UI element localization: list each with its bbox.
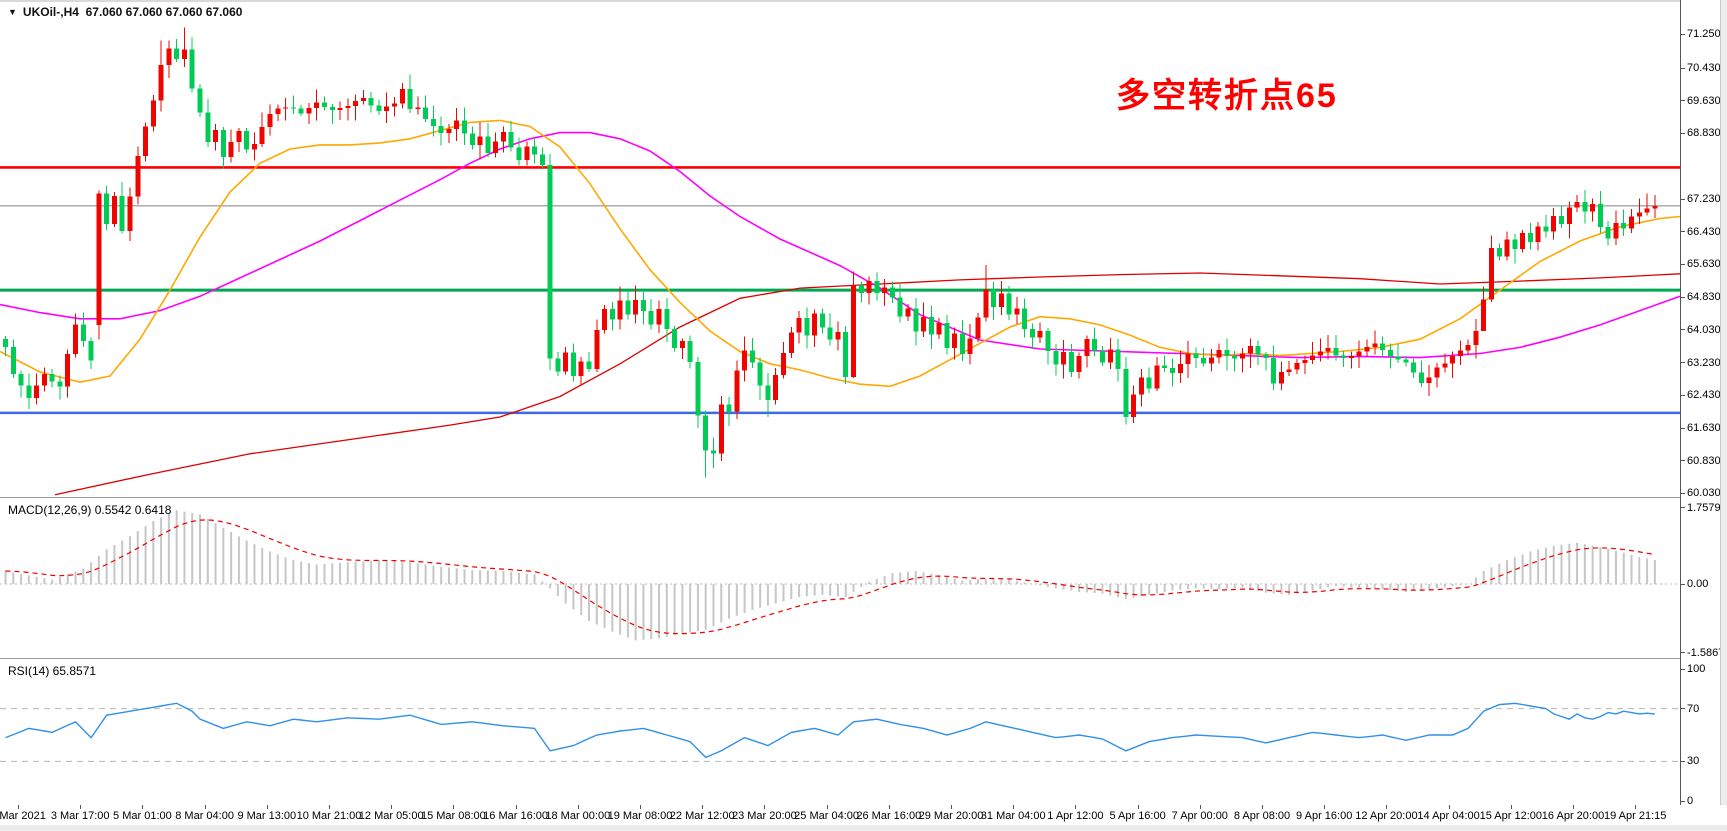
- time-tick: [391, 805, 393, 809]
- time-tick: [1573, 805, 1574, 809]
- panel-separator-macd[interactable]: [0, 497, 1727, 500]
- time-axis-label: 5 Apr 16:00: [1109, 810, 1166, 822]
- main-price-chart[interactable]: [0, 0, 1680, 497]
- price-tick-label: 61.630: [1681, 422, 1721, 434]
- time-axis-label: 16 Apr 20:00: [1541, 810, 1605, 822]
- time-axis-label: 7 Apr 00:00: [1171, 810, 1228, 822]
- window-bottom-strip: [0, 825, 1727, 831]
- time-tick: [1137, 805, 1139, 809]
- time-tick: [1635, 805, 1637, 809]
- macd-axis-label: 1.7579: [1681, 502, 1721, 514]
- axis-border-line: [1680, 0, 1681, 805]
- time-axis-label: 19 Apr 21:15: [1603, 810, 1667, 822]
- price-axis[interactable]: 71.250 70.430 69.630 68.830 67.230 66.430 65.6…: [1680, 0, 1727, 807]
- time-tick: [1448, 805, 1450, 809]
- time-axis-label: 25 Mar 04:00: [794, 810, 860, 822]
- time-axis-label: 9 Apr 16:00: [1296, 810, 1353, 822]
- time-tick: [1075, 805, 1077, 809]
- time-tick: [1386, 805, 1388, 809]
- time-axis-label: 15 Mar 08:00: [420, 810, 486, 822]
- price-tick-label: 70.430: [1681, 62, 1721, 74]
- time-tick: [1324, 805, 1326, 809]
- price-tick-label: 68.830: [1681, 127, 1721, 139]
- time-axis-label: 2 Mar 2021: [0, 810, 46, 822]
- macd-panel[interactable]: [0, 500, 1680, 655]
- time-axis-label: 18 Mar 00:00: [545, 810, 611, 822]
- time-axis-label: 9 Mar 13:00: [237, 810, 297, 822]
- time-axis-label: 8 Apr 08:00: [1233, 810, 1291, 822]
- time-tick: [577, 805, 579, 809]
- time-tick: [1510, 805, 1512, 809]
- chinese-annotation-text: 多空转折点65: [1116, 77, 1338, 115]
- time-axis-label: 26 Mar 16:00: [856, 810, 922, 822]
- panel-separator-rsi[interactable]: [0, 658, 1727, 661]
- price-tick-label: 71.250: [1681, 28, 1721, 40]
- time-axis-label: 31 Mar 04:00: [980, 810, 1046, 822]
- time-axis-label: 15 Apr 12:00: [1479, 810, 1542, 822]
- chart-title: ▼ UKOil-,H4 67.060 67.060 67.060 67.060: [8, 5, 242, 19]
- price-tick-label: 60.030: [1681, 487, 1721, 499]
- time-axis-label: 12 Mar 05:00: [358, 810, 424, 822]
- price-tick-label: 69.630: [1681, 95, 1721, 107]
- macd-plot[interactable]: [0, 500, 1680, 655]
- collapse-triangle-icon[interactable]: ▼: [8, 7, 17, 17]
- time-tick: [1262, 805, 1263, 809]
- time-tick: [640, 805, 641, 809]
- time-tick: [453, 805, 455, 809]
- time-axis-label: 1 Apr 12:00: [1047, 810, 1104, 822]
- time-tick: [888, 805, 890, 809]
- time-axis-label: 22 Mar 12:00: [669, 810, 735, 822]
- time-tick: [826, 805, 828, 809]
- rsi-panel[interactable]: [0, 661, 1680, 805]
- window-top-border: [0, 0, 1727, 2]
- rsi-label: RSI(14) 65.8571: [8, 664, 97, 678]
- time-axis-label: 3 Mar 17:00: [50, 810, 110, 822]
- macd-axis-label: 0.00: [1681, 578, 1708, 590]
- time-tick: [1199, 805, 1201, 809]
- rsi-axis-label: 0: [1681, 795, 1693, 807]
- candlestick-plot[interactable]: [0, 0, 1680, 497]
- rsi-plot[interactable]: [0, 661, 1680, 805]
- time-axis-label: 16 Mar 16:00: [483, 810, 549, 822]
- time-axis[interactable]: 2 Mar 2021 3 Mar 17:005 Mar 01:008 Mar 04…: [0, 805, 1727, 831]
- ohlc-quote-label: 67.060 67.060 67.060 67.060: [85, 5, 243, 19]
- price-tick-label: 64.830: [1681, 291, 1721, 303]
- time-tick: [80, 805, 82, 809]
- time-axis-label: 19 Mar 08:00: [607, 810, 673, 822]
- price-tick-label: 60.830: [1681, 455, 1721, 467]
- window-right-strip: [1720, 0, 1727, 831]
- macd-axis-label: -1.5867: [1681, 647, 1724, 659]
- time-tick: [1013, 805, 1015, 809]
- time-tick: [764, 805, 766, 809]
- time-axis-label: 14 Apr 04:00: [1417, 810, 1480, 822]
- rsi-axis-label: 70: [1681, 703, 1699, 715]
- time-tick: [266, 805, 268, 809]
- time-axis-label: 23 Mar 20:00: [731, 810, 797, 822]
- time-tick: [702, 805, 704, 809]
- price-tick-label: 66.430: [1681, 226, 1721, 238]
- price-tick-label: 63.230: [1681, 357, 1721, 369]
- time-axis-label: 5 Mar 01:00: [113, 810, 172, 822]
- price-tick-label: 62.430: [1681, 389, 1721, 401]
- time-axis-label: 8 Mar 04:00: [175, 810, 234, 822]
- time-axis-label: 10 Mar 21:00: [296, 810, 362, 822]
- price-tick-label: 64.030: [1681, 324, 1721, 336]
- time-tick: [142, 805, 144, 809]
- macd-label: MACD(12,26,9) 0.5542 0.6418: [8, 503, 172, 517]
- rsi-axis-label: 30: [1681, 755, 1699, 767]
- time-tick: [515, 805, 517, 809]
- time-axis-label: 12 Apr 20:00: [1355, 810, 1418, 822]
- rsi-axis-label: 100: [1681, 663, 1705, 675]
- time-axis-label: 29 Mar 20:00: [918, 810, 984, 822]
- time-tick: [18, 805, 19, 809]
- time-tick: [951, 805, 952, 809]
- time-tick: [204, 805, 206, 809]
- price-tick-label: 65.630: [1681, 258, 1721, 270]
- price-tick-label: 67.230: [1681, 193, 1721, 205]
- time-tick: [329, 805, 330, 809]
- symbol-timeframe-label: UKOil-,H4: [22, 5, 79, 19]
